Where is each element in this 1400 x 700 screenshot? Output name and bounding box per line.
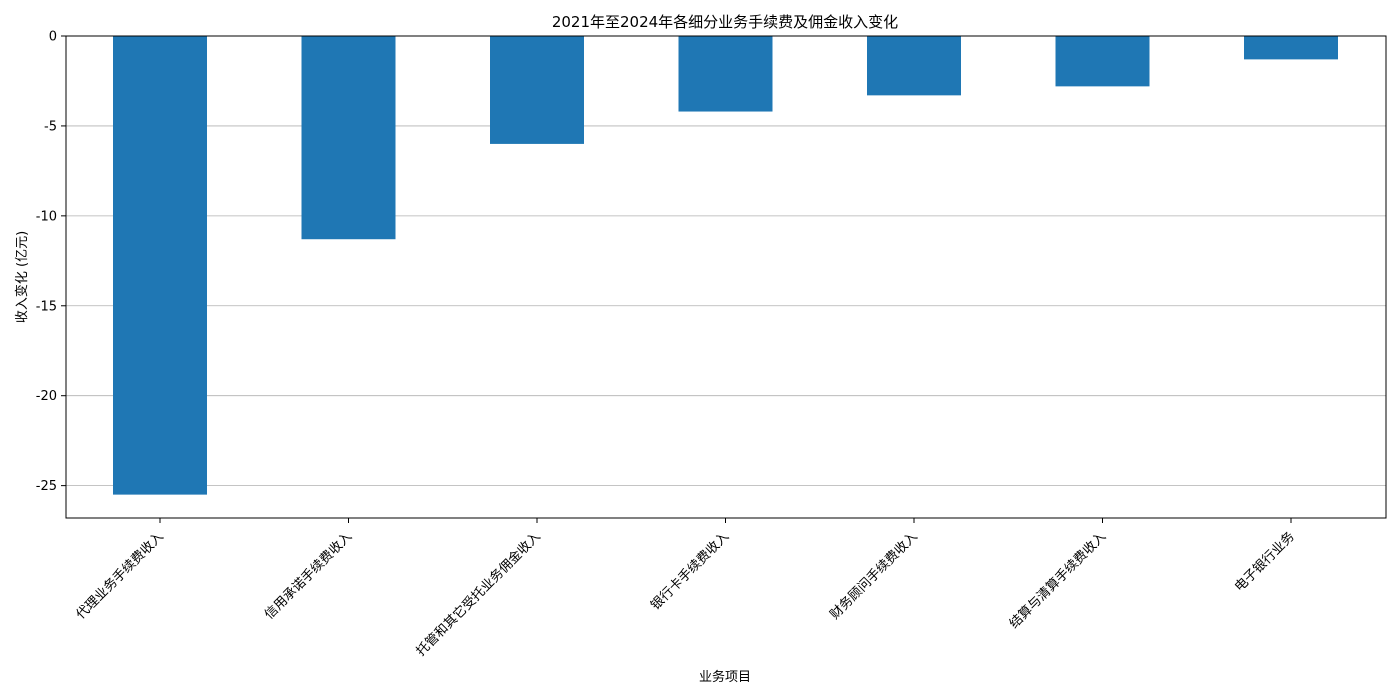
bar xyxy=(301,36,396,240)
bar xyxy=(1055,36,1150,87)
y-tick-label: -5 xyxy=(44,119,57,134)
y-axis-ticks: 0 -5 -10 -15 -20 -25 xyxy=(36,30,66,494)
x-axis-ticks: 代理业务手续费收入 信用承诺手续费收入 托管和其它受托业务佣金收入 银行卡手续费收入 财… xyxy=(73,518,1298,659)
bar xyxy=(678,36,773,112)
x-tick-label: 托管和其它受托业务佣金收入 xyxy=(413,529,544,660)
bar xyxy=(490,36,584,144)
x-axis-label: 业务项目 xyxy=(699,669,751,685)
bar xyxy=(113,36,207,495)
x-tick-label: 财务顾问手续费收入 xyxy=(827,529,921,623)
y-tick-label: -25 xyxy=(36,479,57,494)
x-tick-label: 信用承诺手续费收入 xyxy=(262,529,355,622)
x-tick-label: 银行卡手续费收入 xyxy=(648,529,732,613)
y-axis-label: 收入变化 (亿元) xyxy=(14,231,30,323)
y-gridlines xyxy=(66,125,1386,487)
x-tick-label: 代理业务手续费收入 xyxy=(73,529,167,623)
bar xyxy=(867,36,961,96)
bar xyxy=(1244,36,1338,60)
y-tick-label: -20 xyxy=(36,389,57,404)
y-tick-label: -15 xyxy=(36,299,57,314)
x-tick-label: 结算与清算手续费收入 xyxy=(1007,529,1110,632)
y-tick-label: -10 xyxy=(36,209,57,224)
bar-series xyxy=(113,36,1338,495)
x-tick-label: 电子银行业务 xyxy=(1231,529,1297,595)
chart-title: 2021年至2024年各细分业务手续费及佣金收入变化 xyxy=(552,13,898,31)
y-tick-label: 0 xyxy=(49,30,57,45)
